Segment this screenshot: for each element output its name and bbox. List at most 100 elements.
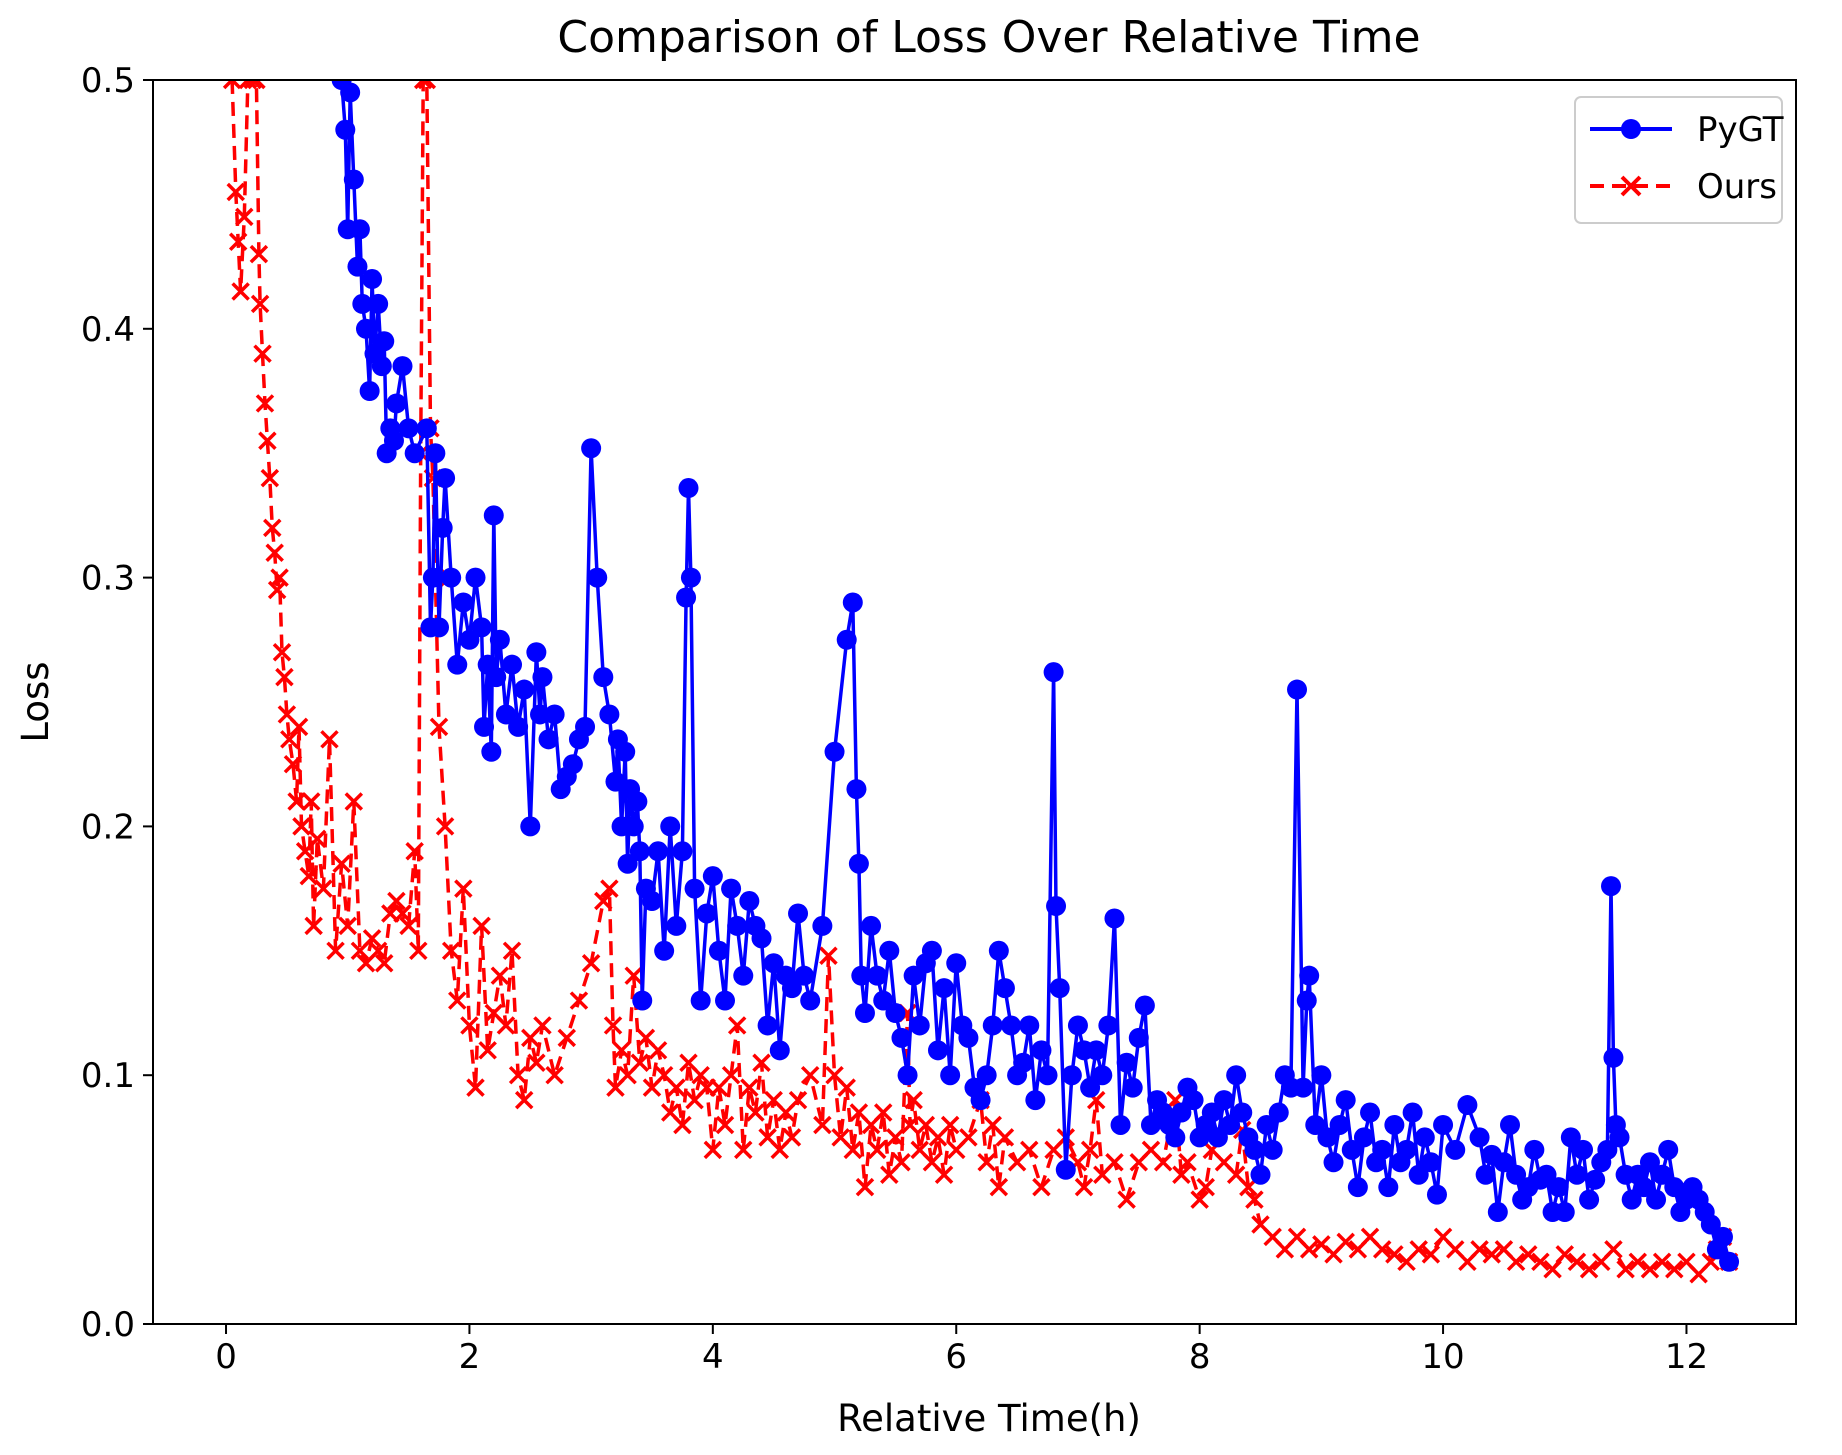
data-point-pygt <box>1560 1127 1581 1148</box>
data-point-ours <box>283 754 303 774</box>
data-point-ours <box>320 730 339 749</box>
data-point-pygt <box>757 1015 778 1036</box>
data-point-ours <box>490 966 510 985</box>
data-point-pygt <box>982 1015 1003 1036</box>
data-point-ours <box>1409 1240 1428 1259</box>
data-point-ours <box>752 1053 771 1072</box>
legend-label-pygt: PyGT <box>1697 110 1784 150</box>
y-axis-label: Loss <box>14 661 57 742</box>
data-point-ours <box>263 518 282 538</box>
data-point-pygt <box>1116 1052 1137 1073</box>
data-point-pygt <box>1426 1184 1447 1205</box>
data-point-ours <box>557 1028 577 1048</box>
data-point-pygt <box>1001 1015 1022 1036</box>
data-point-ours <box>1080 1140 1100 1160</box>
legend-marker-ours <box>1620 175 1642 197</box>
data-point-pygt <box>422 567 443 588</box>
axes-frame <box>152 79 1797 1325</box>
data-point-pygt <box>708 940 729 961</box>
data-point-pygt <box>1335 1090 1356 1111</box>
data-point-pygt <box>1262 1139 1283 1160</box>
data-point-pygt <box>1128 1027 1149 1048</box>
data-point-pygt <box>1536 1164 1557 1185</box>
data-point-ours <box>460 1016 479 1035</box>
data-point-ours <box>514 1090 534 1110</box>
data-point-pygt <box>1712 1226 1733 1247</box>
data-point-pygt <box>861 915 882 936</box>
data-point-pygt <box>1296 990 1317 1011</box>
legend: PyGT Ours <box>1574 96 1784 224</box>
data-point-pygt <box>1457 1095 1478 1116</box>
data-point-pygt <box>879 940 900 961</box>
data-point-pygt <box>398 418 419 439</box>
data-point-ours <box>454 879 473 898</box>
data-point-pygt <box>994 978 1015 999</box>
data-point-ours <box>715 1115 735 1135</box>
data-point-pygt <box>751 928 772 949</box>
data-point-pygt <box>846 779 867 800</box>
data-point-pygt <box>1585 1169 1606 1190</box>
data-point-pygt <box>1601 876 1622 897</box>
data-point-ours <box>393 904 412 923</box>
data-point-ours <box>740 1078 759 1097</box>
data-point-pygt <box>502 654 523 675</box>
data-point-pygt <box>593 667 614 688</box>
data-point-pygt <box>1256 1114 1277 1135</box>
data-point-ours <box>624 966 643 985</box>
x-axis: 0 2 4 6 8 10 12 <box>215 1324 1708 1377</box>
data-point-ours <box>368 941 388 961</box>
data-point-ours <box>995 1128 1015 1147</box>
data-point-ours <box>1616 1260 1635 1279</box>
data-point-pygt <box>599 704 620 725</box>
data-point-pygt <box>1025 1090 1046 1111</box>
data-point-pygt <box>1067 1015 1088 1036</box>
data-point-ours <box>308 829 327 849</box>
data-point-ours <box>855 1177 875 1197</box>
data-point-pygt <box>946 953 967 974</box>
data-point-ours <box>265 543 284 562</box>
data-point-pygt <box>721 878 742 899</box>
data-point-pygt <box>1213 1090 1234 1111</box>
data-point-pygt <box>520 816 541 837</box>
data-point-pygt <box>432 517 453 538</box>
data-point-pygt <box>848 853 869 874</box>
data-point-ours <box>1531 1252 1550 1272</box>
data-point-pygt <box>1548 1177 1569 1198</box>
data-point-ours <box>260 468 280 488</box>
data-point-pygt <box>1652 1164 1673 1185</box>
data-point-pygt <box>1402 1102 1423 1123</box>
data-point-pygt <box>800 990 821 1011</box>
data-point-pygt <box>1700 1214 1721 1235</box>
data-point-ours <box>581 954 601 973</box>
data-point-pygt <box>632 990 653 1011</box>
data-point-ours <box>837 1078 856 1097</box>
data-point-pygt <box>903 965 924 986</box>
data-point-pygt <box>1171 1102 1192 1123</box>
data-point-pygt <box>1140 1114 1161 1135</box>
data-point-pygt <box>1317 1127 1338 1148</box>
data-point-pygt <box>349 219 370 240</box>
chart-title: Comparison of Loss Over Relative Time <box>557 12 1420 63</box>
data-point-pygt <box>1031 1040 1052 1061</box>
data-point-ours <box>502 941 522 961</box>
data-point-ours <box>612 1041 631 1060</box>
data-point-ours <box>892 1153 911 1172</box>
data-point-pygt <box>1122 1077 1143 1098</box>
data-point-ours <box>1640 1260 1660 1279</box>
y-tick-label: 0.4 <box>81 310 135 350</box>
data-point-ours <box>231 282 250 301</box>
data-point-pygt <box>368 293 389 314</box>
data-point-pygt <box>526 642 547 663</box>
data-point-pygt <box>842 592 863 613</box>
data-point-pygt <box>1639 1152 1660 1173</box>
data-point-ours <box>247 80 266 90</box>
data-point-pygt <box>794 965 815 986</box>
data-point-pygt <box>867 965 888 986</box>
data-point-pygt <box>781 978 802 999</box>
data-point-pygt <box>769 1040 790 1061</box>
data-point-pygt <box>739 891 760 912</box>
data-point-pygt <box>538 729 559 750</box>
data-point-ours <box>413 80 433 90</box>
data-point-pygt <box>617 853 638 874</box>
